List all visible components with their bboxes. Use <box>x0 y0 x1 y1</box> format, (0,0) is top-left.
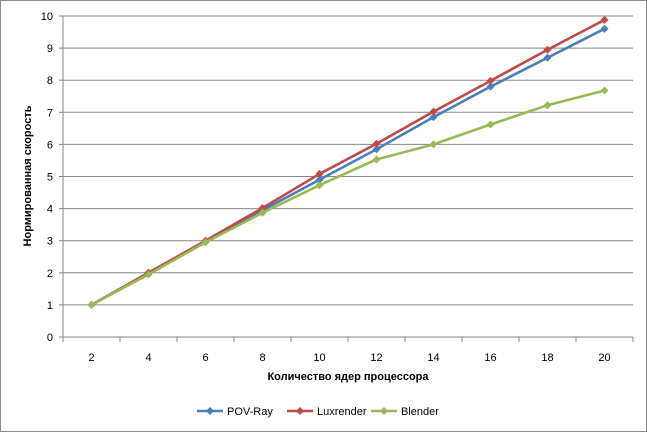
data-point <box>87 300 96 309</box>
legend-label: POV-Ray <box>227 406 273 418</box>
legend-item: Luxrender <box>287 406 367 418</box>
y-tick-label: 0 <box>47 332 53 344</box>
data-point <box>258 208 267 217</box>
series-pov-ray <box>87 24 609 309</box>
grid-lines <box>63 15 633 306</box>
data-point <box>315 181 324 190</box>
data-point <box>372 139 381 148</box>
data-point <box>543 101 552 110</box>
data-point <box>486 120 495 129</box>
y-tick-label: 3 <box>47 236 53 248</box>
x-tick-label: 4 <box>145 352 151 364</box>
legend-swatch-marker <box>206 407 214 415</box>
x-tick-label: 20 <box>598 352 610 364</box>
x-tick-label: 2 <box>88 352 94 364</box>
y-tick-label: 6 <box>47 139 53 151</box>
series-line <box>90 18 606 307</box>
data-point <box>144 270 153 279</box>
legend: POV-Ray Luxrender Blender <box>197 406 439 418</box>
y-tick-label: 8 <box>47 75 53 87</box>
x-tick-label: 16 <box>484 352 496 364</box>
data-point <box>543 53 552 62</box>
data-point <box>486 82 495 91</box>
series-line <box>90 89 605 307</box>
x-tick-label: 8 <box>259 352 265 364</box>
axes <box>59 15 634 342</box>
data-point <box>486 76 495 85</box>
legend-item: Blender <box>371 406 439 418</box>
legend-swatch-marker <box>296 407 304 415</box>
data-point <box>372 145 381 154</box>
legend-label: Luxrender <box>317 406 367 418</box>
x-axis-title: Количество ядер процессора <box>267 371 429 383</box>
x-tick-label: 10 <box>313 352 325 364</box>
y-tick-label: 7 <box>47 107 53 119</box>
series-blender <box>87 86 609 309</box>
data-point <box>315 169 324 178</box>
y-axis-title: Нормированная скорость <box>22 105 34 246</box>
data-point <box>429 140 438 149</box>
x-tick-labels: 2 4 6 8 10 12 14 16 18 20 <box>88 352 610 364</box>
y-tick-label: 2 <box>47 268 53 280</box>
data-point <box>315 175 324 184</box>
data-point <box>600 15 609 24</box>
y-tick-label: 5 <box>47 172 53 184</box>
data-point <box>258 203 267 212</box>
y-tick-label: 1 <box>47 300 53 312</box>
data-point <box>429 113 438 122</box>
y-tick-labels: 0 1 2 3 4 5 6 7 8 9 10 <box>41 11 53 344</box>
data-point <box>429 107 438 116</box>
x-tick-label: 14 <box>427 352 439 364</box>
y-tick-label: 4 <box>47 204 53 216</box>
x-tick-label: 18 <box>541 352 553 364</box>
x-tick-label: 12 <box>370 352 382 364</box>
series-group <box>87 15 609 309</box>
data-point <box>600 86 609 95</box>
data-point <box>372 155 381 164</box>
legend-item: POV-Ray <box>197 406 273 418</box>
legend-label: Blender <box>401 406 439 418</box>
y-tick-label: 9 <box>47 43 53 55</box>
x-tick-label: 6 <box>202 352 208 364</box>
legend-swatch-marker <box>380 407 388 415</box>
data-point <box>600 24 609 33</box>
data-point <box>201 238 210 247</box>
data-point <box>543 45 552 54</box>
y-tick-label: 10 <box>41 11 53 23</box>
